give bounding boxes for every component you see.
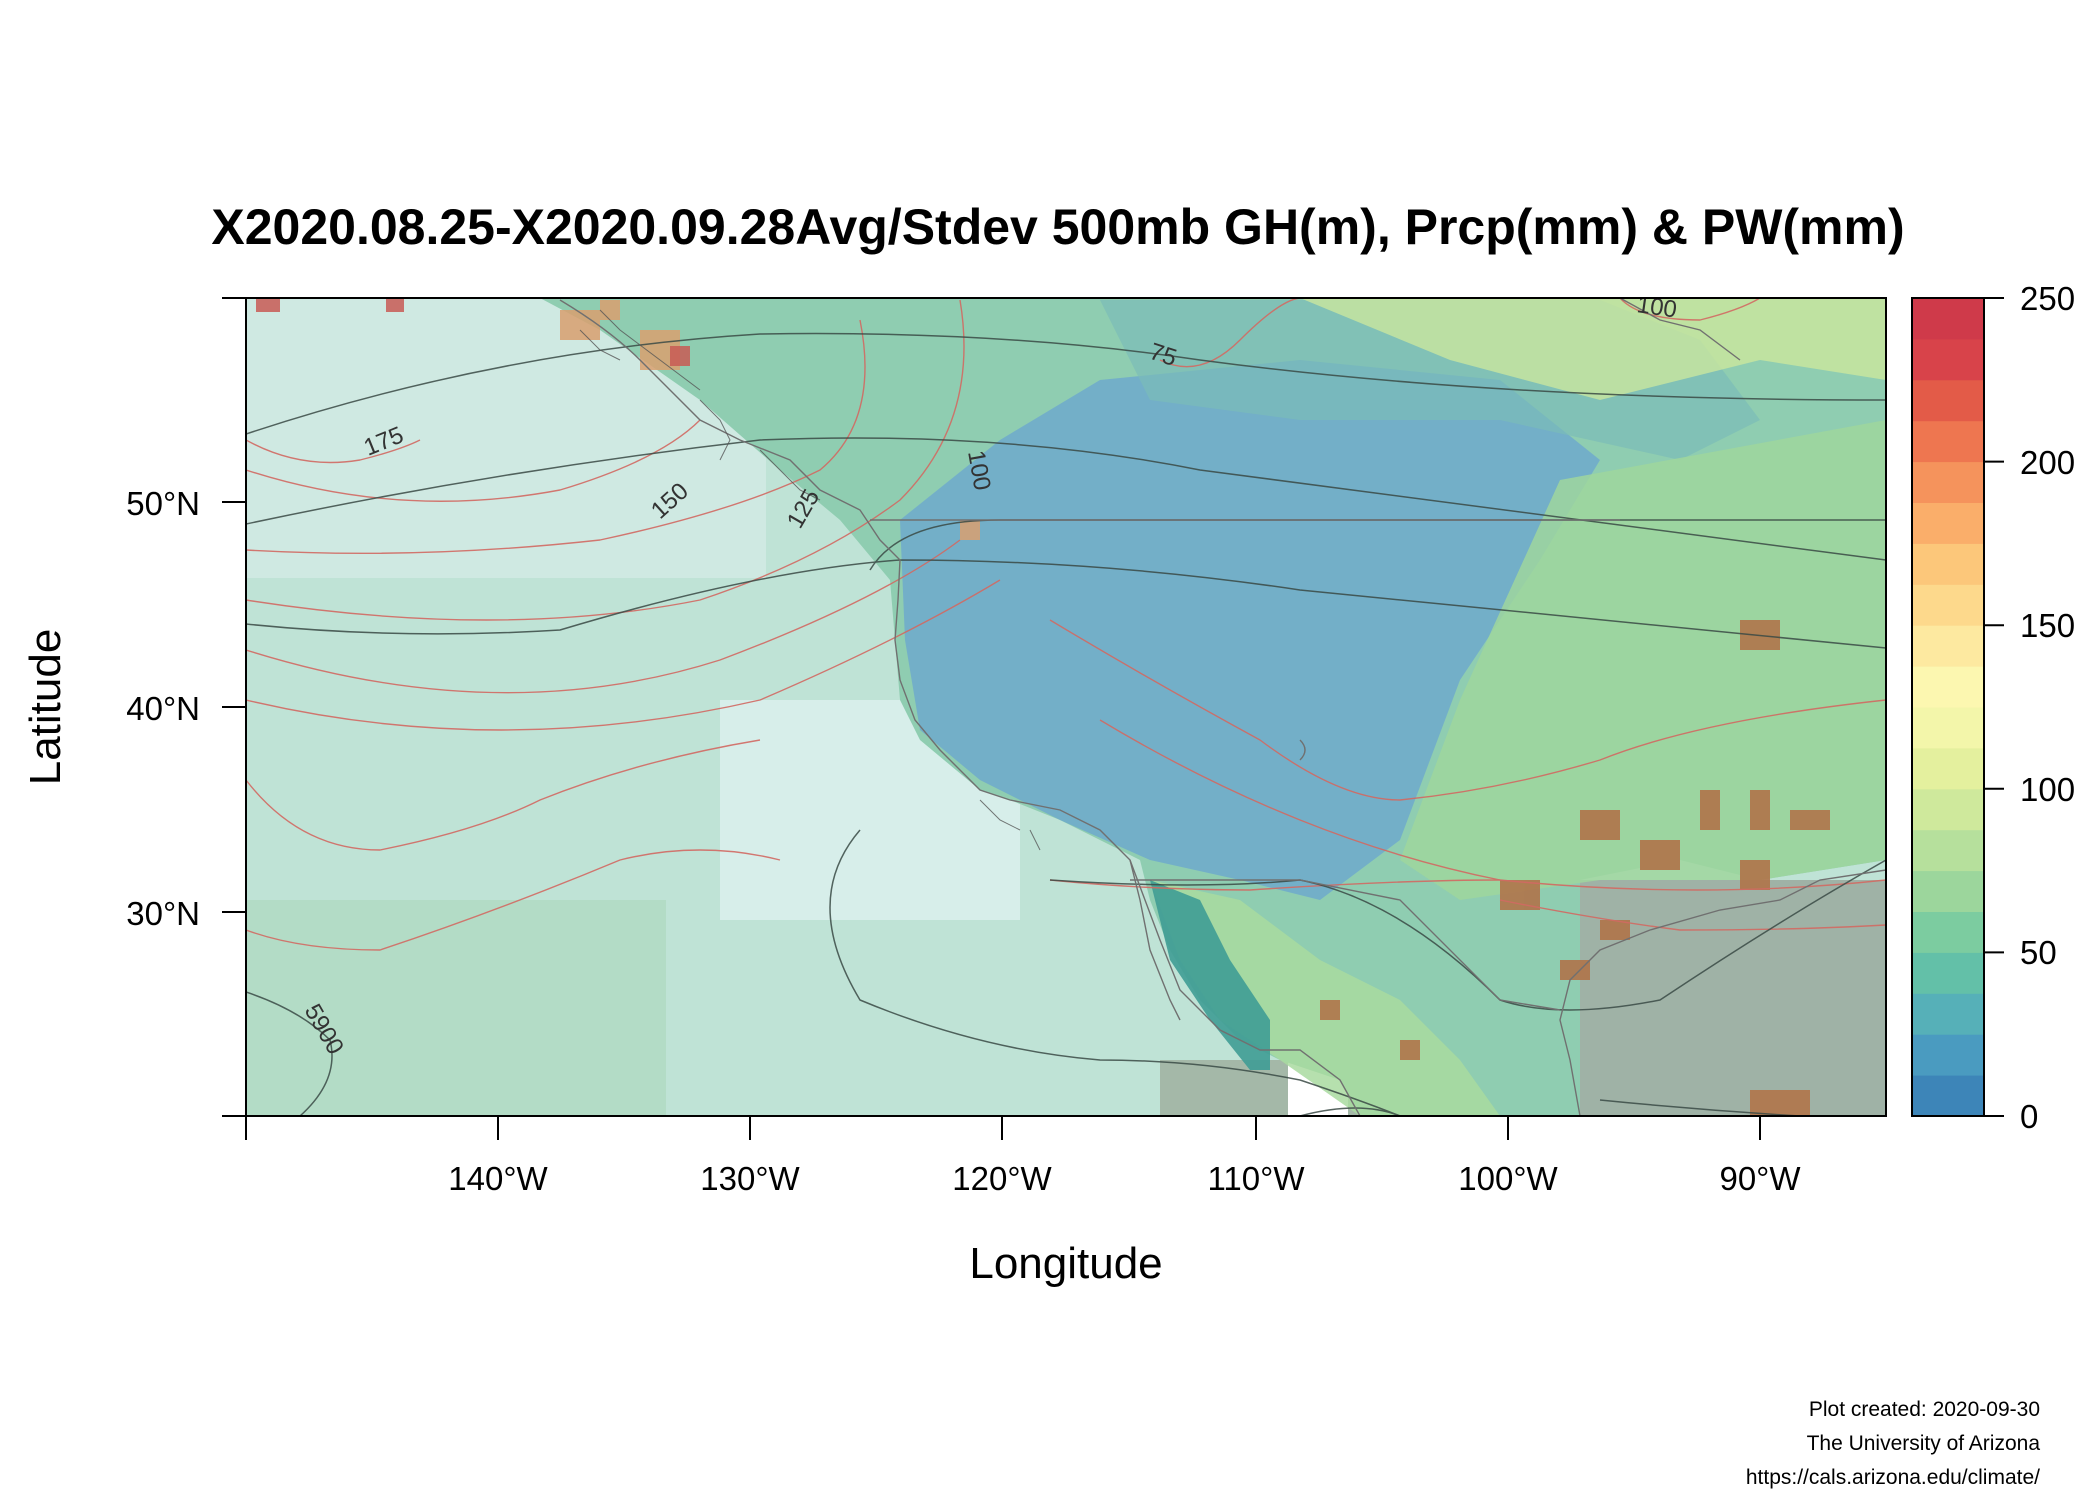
colorbar-swatch — [1912, 788, 1984, 831]
colorbar-tick-label: 100 — [2020, 771, 2075, 808]
y-tick-label: 40°N — [126, 690, 200, 727]
colorbar-swatch — [1912, 338, 1984, 381]
credit-url: https://cals.arizona.edu/climate/ — [1745, 1466, 2040, 1489]
colorbar-ticks — [1984, 297, 2004, 1117]
colorbar-swatch — [1912, 625, 1984, 667]
heavy-precip-cells — [1320, 620, 1830, 1116]
x-tick-label: 130°W — [700, 1160, 800, 1197]
colorbar-tick-label: 0 — [2020, 1098, 2038, 1135]
y-axis-ticks — [222, 297, 246, 1117]
colorbar-swatch — [1912, 298, 1984, 340]
yellow-green-region-north — [1300, 298, 1886, 400]
credit-university: The University of Arizona — [1806, 1432, 2040, 1455]
map-panel: 175 150 125 100 75 100 5900 — [246, 291, 1886, 1116]
colorbar-swatch — [1912, 666, 1984, 708]
colorbar-swatch — [1912, 379, 1984, 422]
colorbar-swatch — [1912, 584, 1984, 626]
gulf-area — [1580, 880, 1886, 1116]
wet-coast-red-cells — [256, 298, 690, 366]
colorbar-tick-label: 50 — [2020, 934, 2057, 971]
stdev-contours — [246, 298, 1886, 951]
x-tick-label: 110°W — [1208, 1160, 1306, 1197]
x-tick-label: 90°W — [1719, 1160, 1801, 1197]
map-title: X2020.08.25-X2020.09.28Avg/Stdev 500mb G… — [211, 199, 1904, 255]
colorbar-swatch — [1912, 952, 1984, 994]
x-tick-label: 120°W — [952, 1160, 1052, 1197]
x-tick-label: 100°W — [1458, 1160, 1558, 1197]
colorbar-frame — [1911, 297, 1985, 1117]
credit-plot-created: Plot created: 2020-09-30 — [1808, 1398, 2040, 1421]
colorbar-swatch — [1912, 543, 1984, 585]
y-tick-label: 50°N — [126, 485, 200, 522]
island-archipelago — [579, 309, 1041, 851]
contour-label-100-north: 100 — [1635, 291, 1678, 323]
colorbar-swatch — [1912, 502, 1984, 544]
colorbar-swatch — [1912, 420, 1984, 463]
colorbar-swatch — [1912, 1034, 1984, 1076]
x-tick-label: 140°W — [448, 1160, 548, 1197]
colorbar-swatch — [1912, 747, 1984, 790]
colorbar-swatch — [1912, 993, 1984, 1035]
dark-teal-region — [1150, 880, 1270, 1070]
colorbar-tick-label: 150 — [2020, 607, 2075, 644]
colorbar-tick-label: 250 — [2020, 280, 2075, 317]
y-tick-label: 30°N — [126, 895, 200, 932]
colorbar-swatch — [1912, 911, 1984, 953]
blue-dry-region — [900, 360, 1600, 900]
colorbar-swatch — [1912, 1075, 1984, 1117]
coastline — [559, 298, 1886, 1116]
colorbar-swatch — [1912, 870, 1984, 912]
colorbar-swatch — [1912, 461, 1984, 503]
colorbar — [1912, 298, 1984, 1117]
x-axis-ticks — [245, 1116, 1761, 1140]
y-axis-title: Latitude — [21, 629, 70, 786]
colorbar-swatch — [1912, 829, 1984, 872]
x-axis-title: Longitude — [969, 1239, 1162, 1288]
colorbar-tick-label: 200 — [2020, 444, 2075, 481]
ocean-area-south — [246, 900, 666, 1116]
colorbar-swatch — [1912, 707, 1984, 749]
